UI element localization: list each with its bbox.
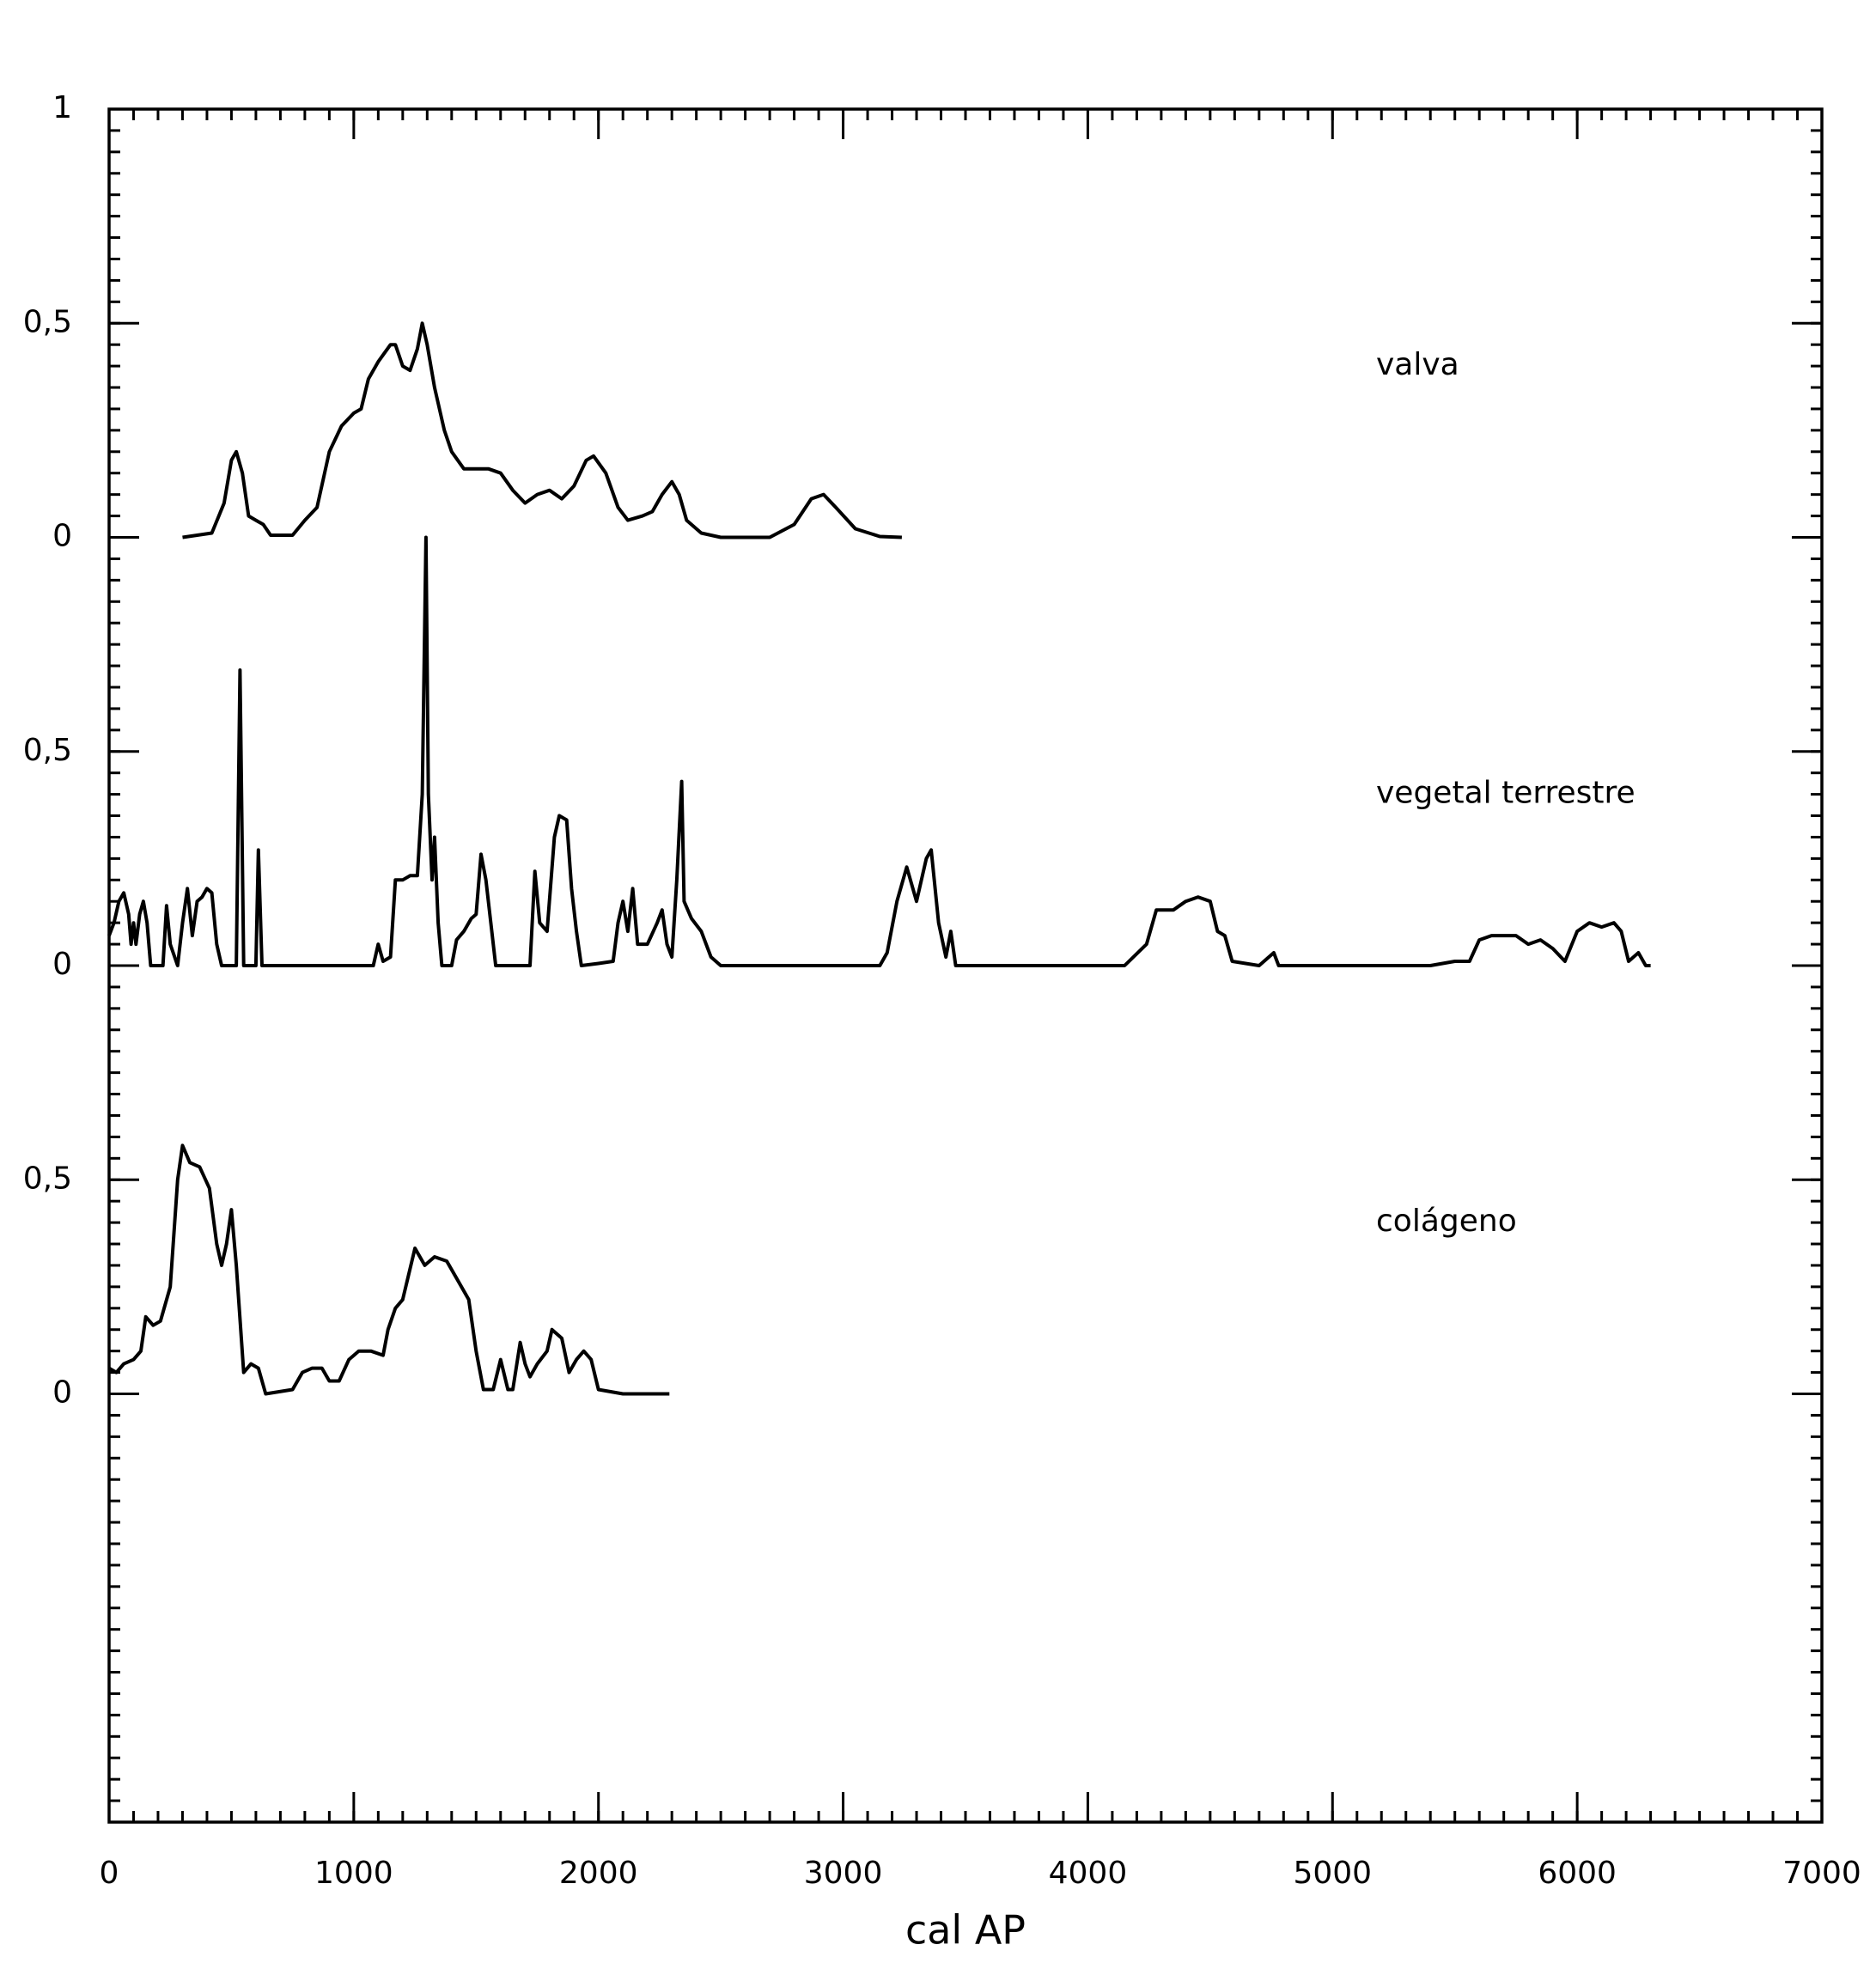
y-tick-label: 0 [52, 947, 72, 982]
x-tick-label: 4000 [1049, 1856, 1128, 1891]
y-tick-label: 0 [52, 1375, 72, 1411]
series-label: colágeno [1376, 1204, 1517, 1239]
y-tick-label: 1 [52, 90, 72, 125]
series-label: vegetal terrestre [1376, 776, 1635, 811]
density-curve [182, 321, 902, 540]
x-tick-label: 7000 [1782, 1856, 1861, 1891]
y-tick-label: 0,5 [23, 1161, 72, 1196]
x-tick-label: 2000 [559, 1856, 638, 1891]
x-tick-label: 1000 [314, 1856, 393, 1891]
y-tick-label: 0,5 [23, 304, 72, 339]
x-tick-label: 6000 [1538, 1856, 1617, 1891]
x-tick-label: 0 [100, 1856, 119, 1891]
y-tick-label: 0,5 [23, 733, 72, 768]
density-curve [107, 535, 1651, 967]
density-curve [107, 1143, 670, 1396]
x-tick-label: 3000 [804, 1856, 883, 1891]
x-tick-label: 5000 [1293, 1856, 1372, 1891]
series-label: valva [1376, 347, 1459, 382]
y-tick-label: 0 [52, 519, 72, 554]
x-axis-label: cal AP [905, 1907, 1026, 1954]
